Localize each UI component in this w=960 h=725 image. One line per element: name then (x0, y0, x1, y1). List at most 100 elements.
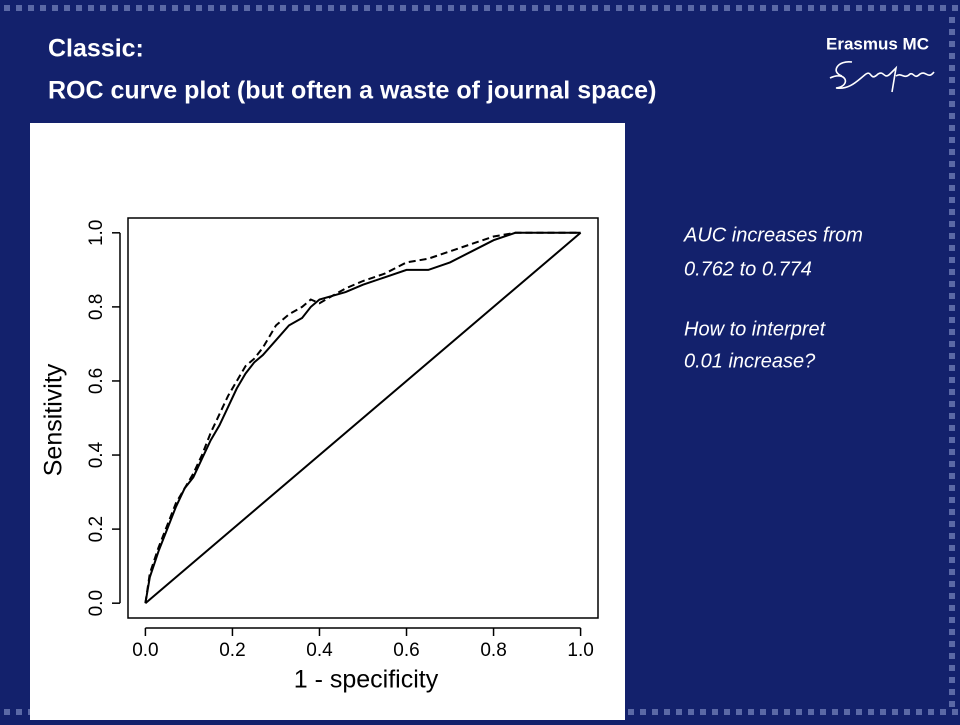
border-square (949, 29, 955, 35)
border-square (664, 709, 670, 715)
border-square (880, 5, 886, 11)
y-tick-label: 0.8 (86, 294, 107, 320)
border-square (868, 5, 874, 11)
border-square (949, 137, 955, 143)
logo: Erasmus MC (826, 34, 929, 53)
border-square (772, 709, 778, 715)
border-square (628, 709, 634, 715)
border-square (904, 709, 910, 715)
slide-title: Classic: (48, 35, 144, 63)
border-square (196, 5, 202, 11)
border-square (949, 413, 955, 419)
border-square (949, 197, 955, 203)
border-square (220, 5, 226, 11)
border-square (892, 5, 898, 11)
border-square (232, 5, 238, 11)
border-square (172, 5, 178, 11)
border-square (760, 709, 766, 715)
roc-curve (144, 231, 581, 604)
border-square (949, 65, 955, 71)
border-square (949, 317, 955, 323)
border-square (949, 581, 955, 587)
border-square (949, 173, 955, 179)
border-square (949, 473, 955, 479)
border-square (376, 5, 382, 11)
border-square (949, 593, 955, 599)
border-square (520, 5, 526, 11)
border-square (796, 5, 802, 11)
border-square (664, 5, 670, 11)
y-tick-label: 1.0 (86, 220, 107, 246)
border-square (916, 709, 922, 715)
border-square (400, 5, 406, 11)
border-square (949, 509, 955, 515)
border-square (136, 5, 142, 11)
border-square (949, 425, 955, 431)
y-tick-label: 0.4 (86, 441, 107, 468)
y-tick-label: 0.2 (86, 516, 107, 542)
border-square (949, 653, 955, 659)
border-square (949, 605, 955, 611)
border-square (556, 5, 562, 11)
border-square (64, 5, 70, 11)
border-square (856, 5, 862, 11)
border-square (949, 329, 955, 335)
border-square (700, 5, 706, 11)
border-square (340, 5, 346, 11)
border-square (949, 485, 955, 491)
border-square (949, 341, 955, 347)
border-square (796, 709, 802, 715)
border-square (949, 557, 955, 563)
border-square (949, 533, 955, 539)
border-square (949, 389, 955, 395)
border-square (40, 5, 46, 11)
border-square (949, 245, 955, 251)
border-square (100, 5, 106, 11)
border-square (448, 5, 454, 11)
y-tick-label: 0.0 (86, 590, 107, 616)
border-square (949, 401, 955, 407)
border-square (184, 5, 190, 11)
slide-title: ROC curve plot (but often a waste of jou… (48, 77, 656, 105)
border-square (856, 709, 862, 715)
border-square (712, 5, 718, 11)
border-square (544, 5, 550, 11)
border-square (949, 665, 955, 671)
border-square (820, 709, 826, 715)
border-square (952, 709, 958, 715)
border-square (832, 5, 838, 11)
border-square (949, 53, 955, 59)
border-square (949, 185, 955, 191)
border-square (328, 5, 334, 11)
border-square (28, 5, 34, 11)
border-square (844, 5, 850, 11)
border-square (748, 5, 754, 11)
roc-curve (144, 232, 582, 604)
border-square (712, 709, 718, 715)
x-tick-label: 0.2 (219, 640, 245, 661)
note: 0.762 to 0.774 (684, 258, 812, 280)
border-square (592, 5, 598, 11)
border-square (949, 257, 955, 263)
border-square (949, 353, 955, 359)
border-square (688, 709, 694, 715)
border-square (949, 221, 955, 227)
border-square (292, 5, 298, 11)
border-square (532, 5, 538, 11)
border-square (748, 709, 754, 715)
border-square (364, 5, 370, 11)
border-square (940, 5, 946, 11)
border-square (772, 5, 778, 11)
logo-signature (829, 61, 935, 93)
border-square (688, 5, 694, 11)
border-square (952, 5, 958, 11)
border-square (949, 617, 955, 623)
border-square (352, 5, 358, 11)
border-square (52, 5, 58, 11)
border-square (949, 461, 955, 467)
border-square (928, 709, 934, 715)
note: 0.01 increase? (684, 350, 816, 372)
border-square (112, 5, 118, 11)
border-square (949, 149, 955, 155)
